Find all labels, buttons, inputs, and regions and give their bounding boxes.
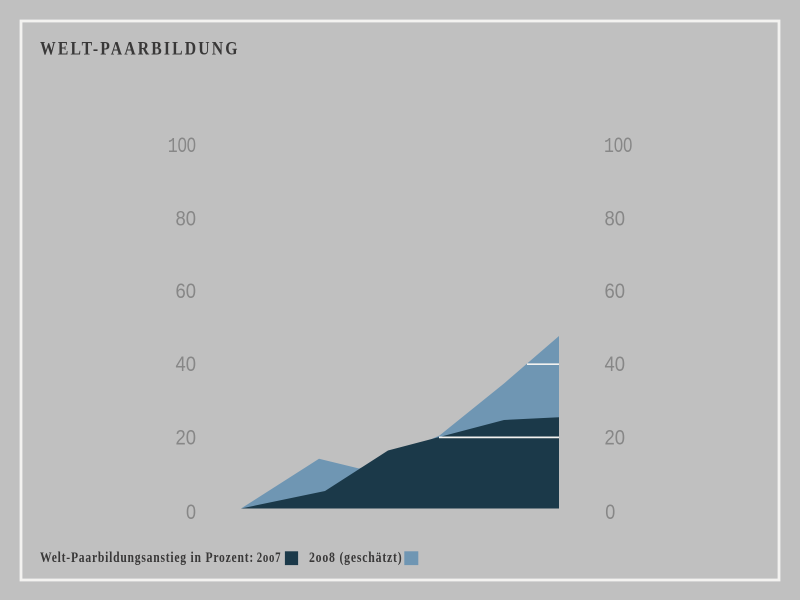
svg-text:40: 40 [176,353,197,376]
svg-text:40: 40 [605,353,626,376]
svg-text:20: 20 [605,427,626,450]
svg-text:2oo8 (geschätzt): 2oo8 (geschätzt) [309,549,402,566]
svg-text:80: 80 [605,208,626,231]
svg-text:80: 80 [176,208,197,231]
svg-text:WELT-PAARBILDUNG: WELT-PAARBILDUNG [40,37,240,59]
svg-text:2oo7: 2oo7 [257,548,281,565]
svg-text:0: 0 [186,501,196,524]
svg-text:60: 60 [605,280,626,303]
svg-text:100: 100 [168,134,196,159]
svg-text:20: 20 [176,427,197,450]
svg-text:60: 60 [176,280,197,303]
svg-text:0: 0 [605,501,615,524]
svg-text:100: 100 [604,134,632,159]
svg-text:Welt-Paarbildungsanstieg in Pr: Welt-Paarbildungsanstieg in Prozent: [40,549,254,566]
